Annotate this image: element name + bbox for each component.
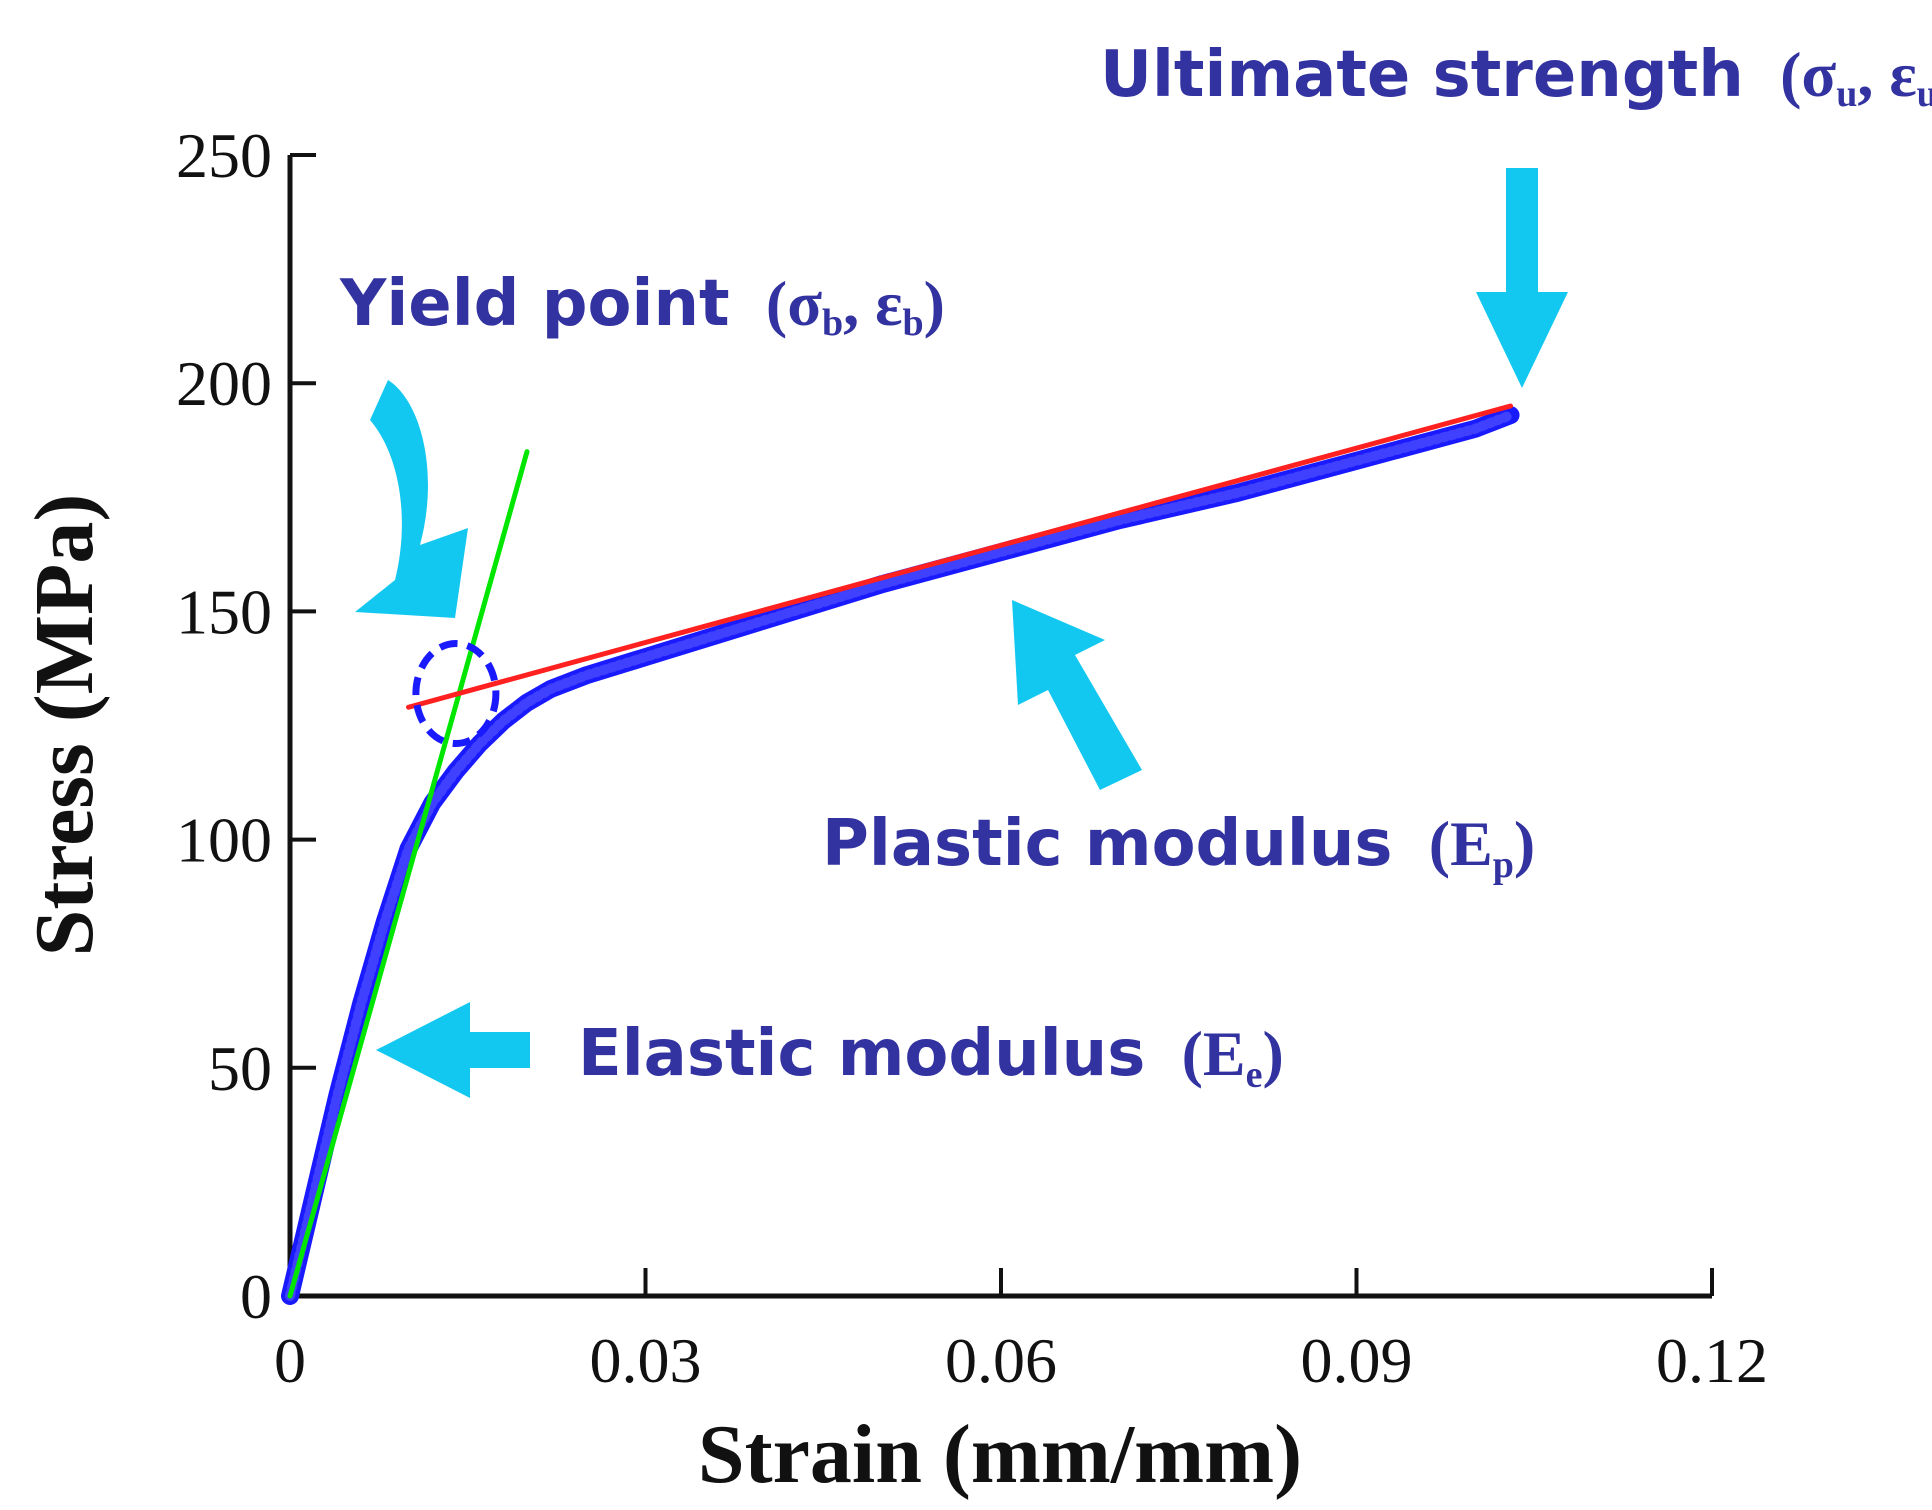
plastic-modulus-label: Plastic modulus (Ep)	[822, 807, 1535, 886]
y-tick-label: 50	[208, 1033, 272, 1104]
y-axis-title: Stress (MPa)	[18, 494, 111, 957]
x-tick-label: 0.03	[590, 1325, 702, 1396]
x-ticks: 0 0.03 0.06 0.09 0.12	[274, 1268, 1768, 1396]
x-tick-label: 0.06	[945, 1325, 1057, 1396]
plastic-fit-line	[406, 403, 1514, 710]
ultimate-strength-arrow	[1476, 168, 1568, 388]
y-tick-label: 100	[176, 805, 272, 876]
yield-point-arrow	[355, 380, 468, 618]
x-tick-label: 0.12	[1656, 1325, 1768, 1396]
x-tick-label: 0	[274, 1325, 306, 1396]
x-tick-label: 0.09	[1301, 1325, 1413, 1396]
x-axis-title: Strain (mm/mm)	[698, 1408, 1302, 1501]
y-ticks: 0 50 100 150 200 250	[176, 120, 316, 1332]
annotations: Ultimate strength (σu, εu) Yield point (…	[339, 38, 1932, 1096]
ultimate-strength-label: Ultimate strength (σu, εu)	[1100, 38, 1932, 115]
arrows	[355, 168, 1568, 1098]
measured-curve-texture	[285, 410, 1516, 1301]
y-tick-label: 200	[176, 348, 272, 419]
yield-point-label: Yield point (σb, εb)	[339, 267, 945, 344]
series-layer	[281, 403, 1520, 1305]
elastic-modulus-arrow	[376, 1002, 530, 1098]
y-tick-label: 150	[176, 576, 272, 647]
elastic-fit-line	[287, 449, 530, 1299]
y-tick-label: 250	[176, 120, 272, 191]
y-tick-label: 0	[240, 1261, 272, 1332]
elastic-modulus-label: Elastic modulus (Ee)	[578, 1017, 1284, 1096]
plastic-modulus-arrow	[1012, 600, 1142, 790]
yield-point-marker	[412, 640, 500, 748]
yield-layer	[412, 640, 500, 748]
